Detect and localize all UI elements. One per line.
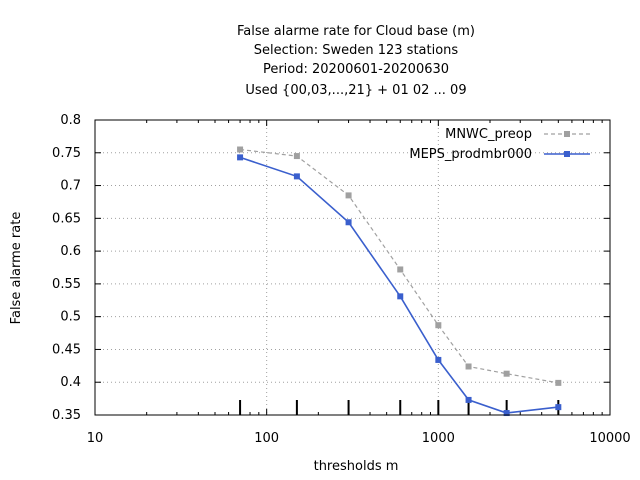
title-line-1: False alarme rate for Cloud base (m) <box>237 24 475 39</box>
x-tick-label: 100 <box>254 431 279 446</box>
legend: MNWC_preop MEPS_prodmbr000 <box>409 127 590 162</box>
data-point <box>237 146 244 153</box>
data-point <box>503 410 510 417</box>
data-point <box>435 356 442 363</box>
data-point <box>435 322 442 329</box>
data-point <box>237 154 244 161</box>
y-tick-label: 0.55 <box>52 277 81 292</box>
plot-frame <box>94 119 611 416</box>
data-point <box>293 153 300 160</box>
data-point <box>345 192 352 199</box>
title-line-2: Selection: Sweden 123 stations <box>254 43 459 58</box>
chart-title: False alarme rate for Cloud base (m) Sel… <box>237 24 475 98</box>
grid <box>95 120 610 415</box>
title-line-4: Used {00,03,...,21} + 01 02 ... 09 <box>245 83 466 98</box>
y-tick-label: 0.8 <box>60 113 81 128</box>
y-axis-label: False alarme rate <box>9 212 24 325</box>
y-tick-label: 0.7 <box>60 179 81 194</box>
y-tick-label: 0.65 <box>52 211 81 226</box>
legend-marker <box>564 151 570 157</box>
legend-label: MNWC_preop <box>445 127 532 142</box>
data-point <box>503 370 510 377</box>
data-point <box>345 219 352 226</box>
data-point <box>465 363 472 370</box>
title-line-3: Period: 20200601-20200630 <box>263 62 449 77</box>
y-tick-label: 0.5 <box>60 310 81 325</box>
x-tick-label: 1000 <box>422 431 455 446</box>
x-tick-label: 10000 <box>589 431 630 446</box>
y-tick-label: 0.6 <box>60 244 81 259</box>
data-point <box>555 379 562 386</box>
data-point <box>465 396 472 403</box>
data-point <box>293 173 300 180</box>
series-line-1 <box>240 148 559 384</box>
y-tick-label: 0.35 <box>52 408 81 423</box>
data-point <box>555 404 562 411</box>
y-tick-label: 0.4 <box>60 375 81 390</box>
series <box>237 146 562 417</box>
axis-ticks: 0.35 0.4 0.45 0.5 0.55 0.6 0.65 0.7 0.75 0.8 10 100… <box>52 113 631 446</box>
series-line-2 <box>239 156 559 414</box>
legend-label: MEPS_prodmbr000 <box>409 147 532 162</box>
data-point <box>397 293 404 300</box>
x-axis-label: thresholds m <box>314 459 399 474</box>
y-tick-label: 0.45 <box>52 342 81 357</box>
data-point <box>397 266 404 273</box>
x-tick-label: 10 <box>87 431 104 446</box>
legend-marker <box>564 131 570 137</box>
y-tick-label: 0.75 <box>52 146 81 161</box>
